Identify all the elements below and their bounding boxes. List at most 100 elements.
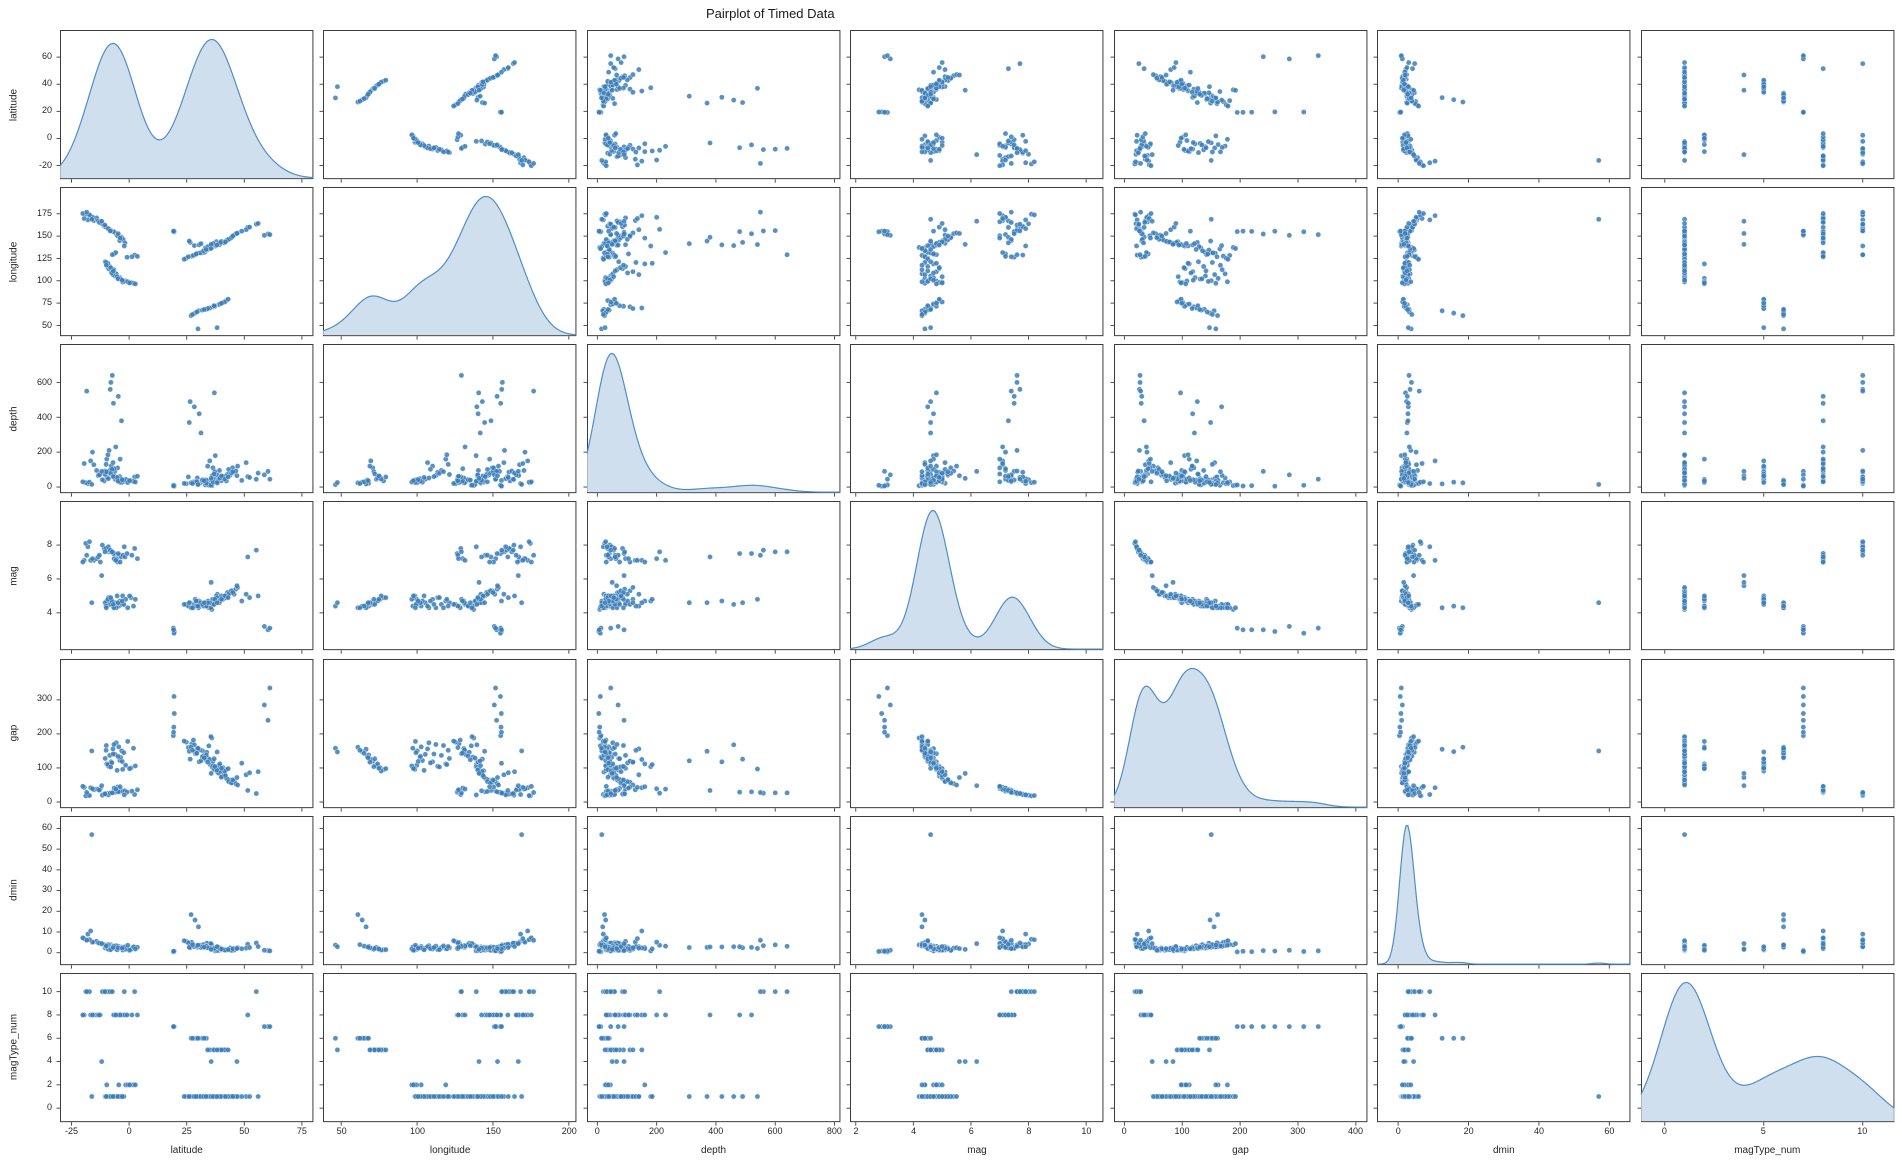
- y-tick-label: 600: [36, 376, 52, 387]
- x-tick-label: 200: [648, 1126, 665, 1136]
- subplot-mag-vs-gap: [1107, 501, 1368, 658]
- x-axis-label-depth: depth: [701, 1145, 727, 1156]
- subplot-depth-vs-latitude: [54, 344, 314, 501]
- subplot-magType_num-vs-magType_num: [1634, 972, 1895, 1129]
- subplot-longitude-vs-dmin: [1371, 187, 1632, 344]
- x-tick-label: 400: [708, 1126, 724, 1136]
- x-tick-label: 0: [126, 1126, 132, 1136]
- y-tick-label: 2: [46, 1078, 52, 1089]
- y-axis-label-gap: gap: [8, 724, 20, 742]
- y-tick-label: 10: [41, 925, 52, 936]
- x-tick-label: 60: [1604, 1126, 1615, 1136]
- subplot-longitude-vs-latitude: [54, 187, 314, 344]
- y-tick-label: 40: [41, 78, 52, 89]
- subplot-dmin-vs-mag: [844, 815, 1105, 972]
- subplot-latitude-vs-magType_num: [1634, 30, 1895, 186]
- subplot-longitude-vs-depth: [580, 187, 841, 344]
- y-tick-label: 8: [46, 539, 52, 550]
- y-tick-label: 200: [36, 446, 52, 457]
- y-tick-label: 30: [41, 884, 52, 895]
- subplot-magType_num-vs-depth: [580, 972, 841, 1129]
- y-tick-label: 4: [46, 1055, 52, 1066]
- y-tick-label: 0: [46, 946, 52, 957]
- x-tick-label: 200: [561, 1126, 577, 1136]
- subplot-mag-vs-depth: [580, 501, 841, 658]
- x-tick-label: 50: [239, 1126, 250, 1136]
- x-tick-label: 0: [1121, 1126, 1127, 1136]
- subplot-gap-vs-magType_num: [1634, 658, 1895, 815]
- subplot-dmin-vs-longitude: [317, 815, 578, 972]
- x-axis-label-mag: mag: [967, 1145, 987, 1156]
- y-axis-label-mag: mag: [8, 566, 20, 586]
- subplot-latitude-vs-depth: [580, 30, 841, 186]
- y-axis-label-longitude: longitude: [8, 241, 20, 282]
- y-tick-label: 60: [41, 822, 52, 833]
- x-tick-label: 200: [1232, 1126, 1248, 1136]
- x-tick-label: 0: [1661, 1126, 1667, 1136]
- subplot-depth-vs-magType_num: [1634, 344, 1895, 501]
- subplot-depth-vs-dmin: [1371, 344, 1632, 501]
- x-tick-label: 100: [410, 1126, 426, 1136]
- x-tick-label: 4: [911, 1126, 917, 1136]
- subplot-mag-vs-mag: [844, 501, 1105, 658]
- subplot-longitude-vs-gap: [1107, 187, 1368, 344]
- y-tick-label: 50: [41, 319, 52, 330]
- subplot-depth-vs-depth: [580, 344, 841, 501]
- y-tick-label: 0: [46, 795, 52, 806]
- y-axis-label-latitude: latitude: [8, 88, 20, 121]
- y-tick-label: 20: [41, 105, 52, 116]
- x-tick-label: 8: [1026, 1126, 1032, 1136]
- subplot-magType_num-vs-latitude: [54, 972, 314, 1129]
- x-tick-label: 75: [296, 1126, 307, 1136]
- subplot-gap-vs-latitude: [54, 658, 314, 815]
- y-tick-label: 60: [41, 51, 52, 62]
- x-tick-label: 0: [594, 1126, 600, 1136]
- y-tick-label: 0: [46, 481, 52, 492]
- subplot-magType_num-vs-dmin: [1371, 972, 1632, 1129]
- y-tick-label: 6: [46, 573, 52, 584]
- y-tick-label: 6: [46, 1032, 52, 1043]
- x-tick-label: 10: [1081, 1126, 1092, 1136]
- x-tick-label: 10: [1857, 1126, 1868, 1136]
- y-tick-label: 8: [46, 1008, 52, 1019]
- x-axis-label-dmin: dmin: [1493, 1145, 1515, 1156]
- subplot-latitude-vs-longitude: [317, 30, 578, 186]
- subplot-mag-vs-dmin: [1371, 501, 1632, 658]
- subplot-magType_num-vs-gap: [1107, 972, 1368, 1129]
- x-tick-label: 2: [853, 1126, 859, 1136]
- subplot-latitude-vs-mag: [844, 30, 1105, 186]
- x-axis-label-magType_num: magType_num: [1734, 1145, 1801, 1156]
- subplot-magType_num-vs-longitude: [317, 972, 578, 1129]
- x-tick-label: 300: [1290, 1126, 1306, 1136]
- subplot-dmin-vs-depth: [580, 815, 841, 972]
- y-tick-label: 150: [36, 230, 52, 241]
- subplot-dmin-vs-dmin: [1371, 815, 1632, 972]
- x-axis-label-gap: gap: [1232, 1145, 1249, 1156]
- x-tick-label: 800: [826, 1126, 842, 1136]
- x-tick-label: 25: [181, 1126, 192, 1136]
- x-tick-label: 20: [1463, 1126, 1474, 1136]
- y-tick-label: 300: [36, 693, 52, 704]
- subplot-longitude-vs-mag: [844, 187, 1105, 344]
- x-tick-label: 0: [1395, 1126, 1401, 1136]
- subplot-latitude-vs-dmin: [1371, 30, 1632, 186]
- subplot-dmin-vs-latitude: [54, 815, 314, 972]
- y-tick-label: -20: [38, 159, 52, 170]
- y-tick-label: 20: [41, 905, 52, 915]
- x-tick-label: -25: [65, 1126, 79, 1136]
- subplot-longitude-vs-magType_num: [1634, 187, 1895, 344]
- x-tick-label: 400: [1348, 1126, 1364, 1136]
- subplot-gap-vs-gap: [1107, 658, 1368, 815]
- subplot-gap-vs-longitude: [317, 658, 578, 815]
- y-tick-label: 10: [41, 985, 52, 996]
- y-tick-label: 400: [36, 411, 52, 422]
- y-axis-label-depth: depth: [8, 406, 20, 432]
- subplot-dmin-vs-gap: [1107, 815, 1368, 972]
- y-tick-label: 100: [36, 274, 52, 285]
- x-tick-label: 40: [1534, 1126, 1545, 1136]
- y-tick-label: 50: [41, 842, 52, 853]
- x-tick-label: 600: [767, 1126, 783, 1136]
- subplot-depth-vs-gap: [1107, 344, 1368, 501]
- subplot-latitude-vs-gap: [1107, 30, 1368, 186]
- y-tick-label: 125: [36, 252, 52, 263]
